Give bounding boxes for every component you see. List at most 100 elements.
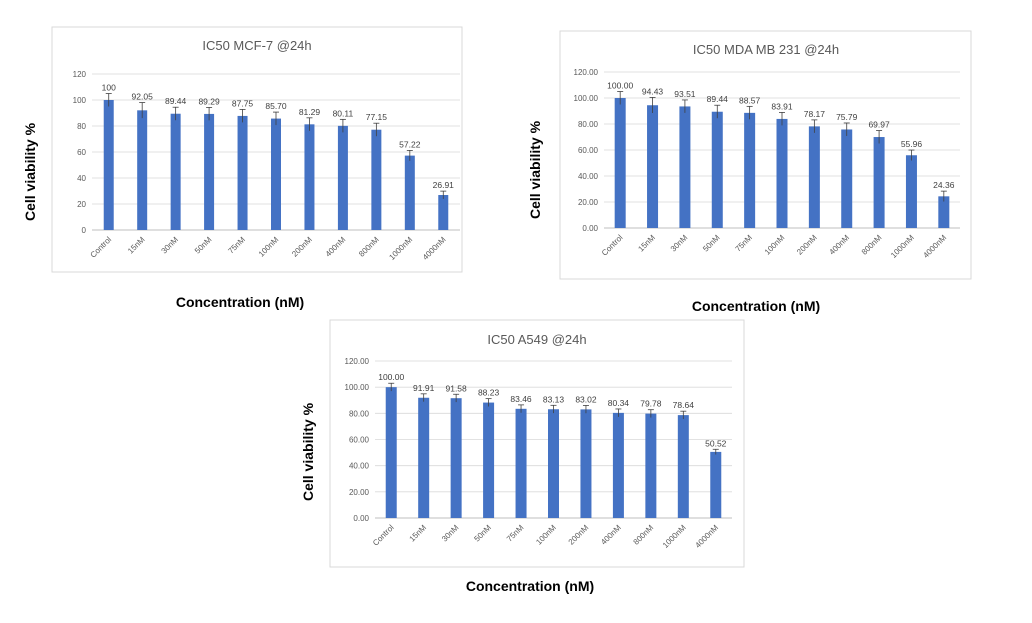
x-axis-label-mda: Concentration (nM) xyxy=(692,298,820,314)
chart-title: IC50 MDA MB 231 @24h xyxy=(693,42,839,57)
bar xyxy=(841,129,853,228)
data-label: 100 xyxy=(102,83,116,93)
bar xyxy=(938,196,950,228)
data-label: 89.44 xyxy=(707,94,729,104)
y-axis-ticks: 0.00 20.00 40.00 60.00 80.00 100.00 120.00 xyxy=(345,357,370,523)
bars xyxy=(103,100,449,230)
data-label: 24.36 xyxy=(933,180,955,190)
bar xyxy=(679,106,691,228)
x-axis-label-mcf7: Concentration (nM) xyxy=(176,294,304,310)
data-label: 81.29 xyxy=(299,107,321,117)
y-tick-label: 80 xyxy=(77,122,86,131)
data-label: 83.46 xyxy=(510,394,532,404)
bars xyxy=(385,387,722,518)
y-tick-label: 60 xyxy=(77,148,86,157)
bar xyxy=(304,124,315,230)
chart-frame xyxy=(51,26,463,273)
y-axis-label-mcf7: Cell viability % xyxy=(22,122,38,221)
y-tick-label: 60.00 xyxy=(349,436,370,445)
bar xyxy=(385,387,397,518)
bar xyxy=(647,105,659,228)
data-label: 57.22 xyxy=(399,139,421,149)
bar xyxy=(483,402,495,518)
bar xyxy=(137,110,148,230)
data-label: 93.51 xyxy=(674,89,696,99)
y-tick-label: 20.00 xyxy=(349,488,370,497)
bar xyxy=(103,100,114,230)
bar xyxy=(438,195,449,230)
error-bars xyxy=(105,93,447,199)
data-label: 88.57 xyxy=(739,95,761,105)
data-label: 69.97 xyxy=(868,120,890,130)
bar xyxy=(580,409,592,518)
x-axis-label-a549: Concentration (nM) xyxy=(466,578,594,594)
chart-panel-mcf7: IC50 MCF-7 @24h 0 20 40 60 80 100 120 100 92.05… xyxy=(51,26,463,273)
chart-panel-a549: IC50 A549 @24h 0.00 20.00 40.00 60.00 80.00 1… xyxy=(329,319,745,568)
bar xyxy=(418,397,430,518)
bar xyxy=(645,413,657,518)
data-label: 80.11 xyxy=(333,108,354,118)
data-label: 100.00 xyxy=(378,372,404,382)
bar xyxy=(677,415,689,518)
bar xyxy=(711,111,723,228)
data-labels: 100 92.05 89.44 89.29 87.75 85.70 81.29 80.11 77… xyxy=(102,83,455,191)
data-label: 92.05 xyxy=(132,92,154,102)
data-label: 83.02 xyxy=(575,394,597,404)
bar xyxy=(548,409,559,518)
y-axis-ticks: 0 20 40 60 80 100 120 xyxy=(73,70,87,235)
data-label: 26.91 xyxy=(433,180,455,190)
chart-panel-mda-mb-231: IC50 MDA MB 231 @24h 0.00 20.00 40.00 60.00… xyxy=(559,30,972,280)
data-label: 94.43 xyxy=(642,86,664,96)
y-tick-label: 0.00 xyxy=(353,514,369,523)
data-label: 79.78 xyxy=(640,399,662,409)
data-label: 77.15 xyxy=(366,112,388,122)
y-tick-label: 0.00 xyxy=(582,224,598,233)
y-tick-label: 100.00 xyxy=(574,94,599,103)
bar xyxy=(515,408,527,518)
chart-title: IC50 A549 @24h xyxy=(487,332,586,347)
y-tick-label: 120.00 xyxy=(345,357,370,366)
y-axis-label-a549: Cell viability % xyxy=(300,402,316,501)
data-label: 83.91 xyxy=(771,101,793,111)
bar xyxy=(744,112,756,228)
bar xyxy=(612,412,624,518)
y-tick-label: 120 xyxy=(73,70,87,79)
y-tick-label: 60.00 xyxy=(578,146,599,155)
data-label: 55.96 xyxy=(901,139,923,149)
data-label: 83.13 xyxy=(543,394,565,404)
data-label: 89.29 xyxy=(198,96,220,106)
bar xyxy=(237,115,248,230)
bar xyxy=(776,118,788,228)
y-tick-label: 100.00 xyxy=(345,383,370,392)
data-label: 91.58 xyxy=(445,383,467,393)
y-tick-label: 40.00 xyxy=(349,462,370,471)
bar xyxy=(905,155,917,228)
data-label: 88.23 xyxy=(478,388,500,398)
data-label: 85.70 xyxy=(265,101,287,111)
y-tick-label: 80.00 xyxy=(349,409,370,418)
bar xyxy=(404,155,415,230)
bar xyxy=(271,118,281,230)
error-bars xyxy=(617,91,947,202)
bar xyxy=(371,129,382,230)
error-bars xyxy=(388,382,719,455)
y-tick-label: 40 xyxy=(77,174,86,183)
bars xyxy=(614,98,950,228)
data-label: 78.17 xyxy=(804,109,826,119)
data-label: 75.79 xyxy=(836,112,858,122)
data-label: 100.00 xyxy=(607,81,633,91)
bar xyxy=(710,451,722,518)
bar xyxy=(614,98,626,228)
bar xyxy=(450,398,462,518)
data-label: 91.91 xyxy=(413,383,435,393)
data-label: 89.44 xyxy=(165,96,187,106)
y-tick-label: 80.00 xyxy=(578,120,599,129)
y-tick-label: 100 xyxy=(73,96,87,105)
data-labels: 100.00 91.91 91.58 88.23 83.46 83.13 83.02 80.3… xyxy=(378,372,726,448)
data-labels: 100.00 94.43 93.51 89.44 88.57 83.91 78.17 75.7… xyxy=(607,81,955,191)
y-tick-label: 20 xyxy=(77,200,86,209)
bar xyxy=(170,113,181,230)
bar xyxy=(873,137,885,228)
y-tick-label: 20.00 xyxy=(578,198,599,207)
